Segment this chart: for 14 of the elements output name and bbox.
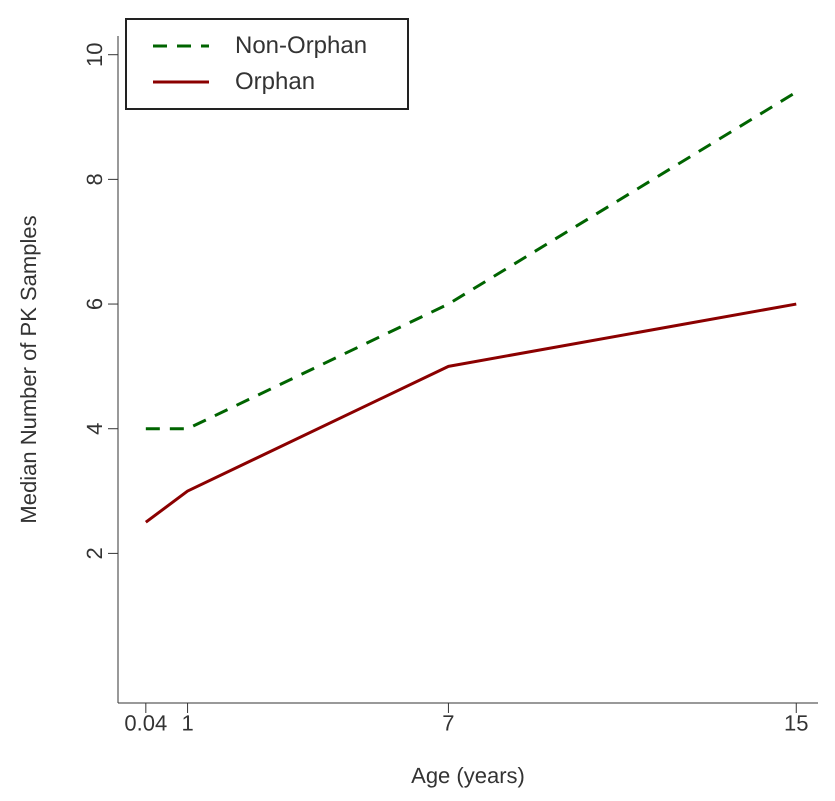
- x-tick-label: 15: [784, 710, 809, 736]
- legend-label: Non-Orphan: [235, 31, 368, 61]
- y-tick-label: 2: [82, 547, 107, 560]
- legend-label: Orphan: [235, 67, 316, 97]
- y-tick-label: 8: [82, 173, 107, 186]
- y-tick-label: 4: [82, 422, 107, 435]
- x-axis-title: Age (years): [411, 763, 525, 788]
- x-tick-label: 7: [442, 710, 455, 736]
- y-tick-label: 6: [82, 298, 107, 310]
- x-tick-label: 1: [181, 710, 194, 736]
- y-tick-label: 10: [82, 42, 107, 67]
- line-series: [144, 302, 798, 524]
- x-tick-label: 0.04: [124, 710, 168, 736]
- y-axis-title: Median Number of PK Samples: [16, 215, 41, 524]
